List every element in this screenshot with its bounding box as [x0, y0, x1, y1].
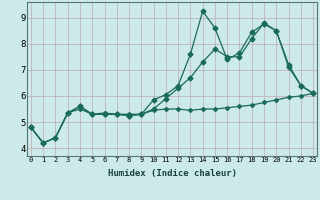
X-axis label: Humidex (Indice chaleur): Humidex (Indice chaleur): [108, 169, 236, 178]
